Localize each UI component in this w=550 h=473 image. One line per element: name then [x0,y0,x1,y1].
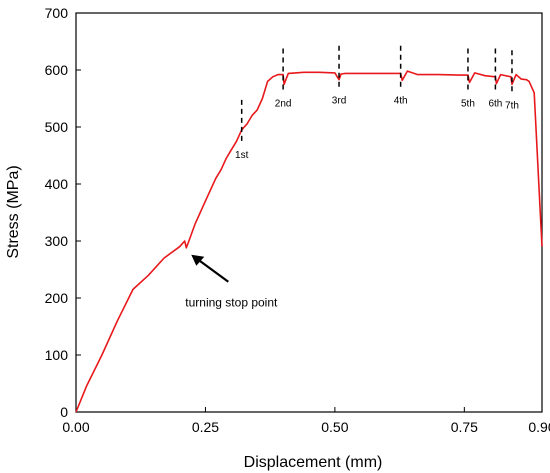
y-tick-label: 600 [45,62,69,78]
annotation-layer: turning stop point [185,254,278,310]
stop-markers: 1st 2nd 3rd 4th 5th 6th 7th [235,45,519,161]
plot-frame [75,12,543,413]
annotation-arrowhead [191,254,205,266]
y-tick-label: 400 [45,176,69,192]
stop-label: 1st [235,150,249,161]
stop-label: 6th [488,99,502,110]
annotation-arrow [197,258,229,283]
x-tick-label: 0.50 [321,419,348,435]
y-tick-label: 300 [45,233,69,249]
x-tick-label: 0.75 [451,419,478,435]
y-tick-label: 700 [45,5,69,21]
x-axis-title: Displacement (mm) [244,454,383,471]
series-line [75,70,543,413]
x-tick-label: 0.90 [528,419,550,435]
axes: 0.00 0.25 0.50 0.75 0.90 0 100 200 300 400 500 600 7… [45,5,550,435]
annotation-label: turning stop point [185,296,278,310]
stop-label: 4th [394,96,408,107]
y-tick-label: 0 [60,404,68,420]
x-tick-label: 0.25 [192,419,219,435]
stop-label: 5th [461,99,475,110]
stop-label: 7th [505,100,519,111]
y-axis-title: Stress (MPa) [5,165,22,258]
y-tick-label: 100 [45,347,69,363]
x-tick-label: 0.00 [62,419,89,435]
series-layer [75,70,543,413]
y-tick-label: 200 [45,290,69,306]
stop-label: 2nd [275,99,292,110]
stop-label: 3rd [332,96,346,107]
y-tick-label: 500 [45,119,69,135]
